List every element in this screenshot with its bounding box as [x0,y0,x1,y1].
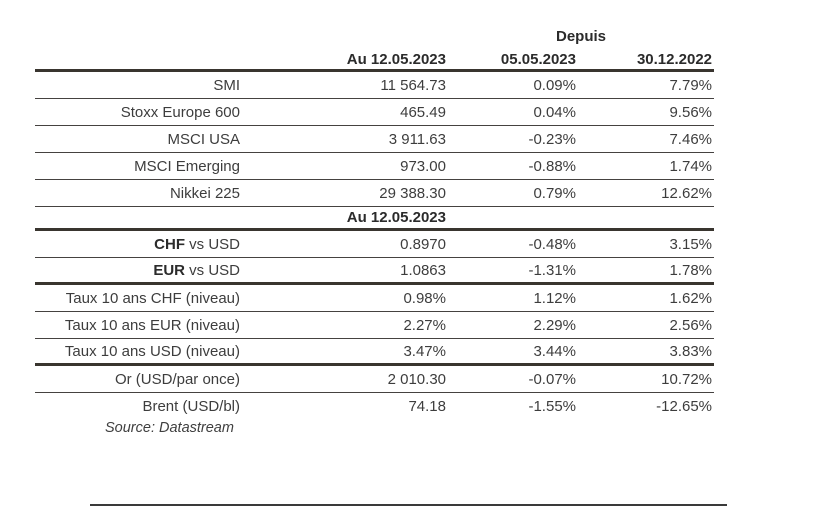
depuis-label: Depuis [556,28,607,45]
value-cell: 3.83% [578,338,715,366]
source-note: Source: Datastream [105,420,234,436]
row-label-cell: Taux 10 ans USD (niveau) [35,338,248,366]
empty-cell [248,24,448,49]
table-row-rates-0: Taux 10 ans CHF (niveau) 0.98% 1.12% 1.62% [35,283,715,312]
bottom-divider [90,504,727,506]
value-cell: -0.23% [448,125,578,153]
value-cell: 2.56% [578,311,715,339]
value-cell: -0.48% [448,229,578,258]
value-cell: 74.18 [408,397,446,415]
value-cell: 2 010.30 [248,364,448,393]
value-cell: 465.49 [248,98,448,126]
value-cell: -0.88% [448,152,578,180]
row-label-cell: Brent (USD/bl) [142,397,240,415]
value-cell: -1.31% [448,257,578,285]
row-label-cell: Stoxx Europe 600 [35,98,248,126]
value-cell: 1.78% [578,257,715,285]
value-cell: 0.98% [248,283,448,312]
row-label-cell: EUR vs USD [35,257,248,285]
value-cell: -1.55% [528,397,576,415]
depuis-header-row: Depuis [35,24,714,49]
subheader-label: Au 12.05.2023 [248,206,448,231]
value-cell: 1.0863 [248,257,448,285]
value-cell: 1.62% [578,283,715,312]
empty-cell [448,206,578,231]
value-cell: 7.46% [578,125,715,153]
row-label-cell: MSCI USA [35,125,248,153]
value-cell: 0.04% [448,98,578,126]
column-header-row: Au 12.05.2023 05.05.2023 30.12.2022 [35,49,715,72]
row-label-cell: SMI [35,70,248,99]
value-cell: 7.79% [578,70,715,99]
table-row-indices-3: MSCI Emerging 973.00 -0.88% 1.74% [35,152,715,180]
table-row-commodities-1: Brent (USD/bl) 74.18 -1.55% -12.65% [35,393,714,420]
section-subheader-row: Au 12.05.2023 [35,206,715,231]
column-header-current-date: Au 12.05.2023 [248,49,448,72]
value-cell: 10.72% [578,364,715,393]
empty-cell [578,206,715,231]
table-row-indices-0: SMI 11 564.73 0.09% 7.79% [35,70,715,99]
row-label-cell: Taux 10 ans EUR (niveau) [35,311,248,339]
value-cell: 3.15% [578,229,715,258]
row-label-cell: Nikkei 225 [35,179,248,207]
market-performance-table: Depuis Au 12.05.2023 05.05.2023 30.12.20… [35,24,715,420]
value-cell: -12.65% [656,397,713,415]
value-cell: 3.47% [248,338,448,366]
column-header-week-date: 05.05.2023 [448,49,578,72]
empty-cell [35,49,248,72]
row-label-cell: CHF vs USD [35,229,248,258]
row-label-cell: MSCI Emerging [35,152,248,180]
column-header-year-date: 30.12.2022 [578,49,715,72]
value-cell: 2.27% [248,311,448,339]
row-label-bold: CHF [154,235,185,253]
table-row-rates-1: Taux 10 ans EUR (niveau) 2.27% 2.29% 2.56% [35,311,715,339]
empty-cell [35,24,248,49]
table-row-currencies-1: EUR vs USD 1.0863 -1.31% 1.78% [35,257,715,285]
value-cell: 29 388.30 [248,179,448,207]
table-row-indices-4: Nikkei 225 29 388.30 0.79% 12.62% [35,179,715,207]
value-cell: 11 564.73 [248,70,448,99]
value-cell: 0.79% [448,179,578,207]
row-label: vs USD [184,235,240,253]
value-cell: 1.74% [578,152,715,180]
value-cell: 3 911.63 [248,125,448,153]
data-table: Depuis Au 12.05.2023 05.05.2023 30.12.20… [35,24,715,420]
table-row-indices-1: Stoxx Europe 600 465.49 0.04% 9.56% [35,98,715,126]
value-cell: 0.8970 [248,229,448,258]
value-cell: 973.00 [248,152,448,180]
row-label-cell: Taux 10 ans CHF (niveau) [35,283,248,312]
row-label-cell: Or (USD/par once) [35,364,248,393]
value-cell: 9.56% [578,98,715,126]
table-row-indices-2: MSCI USA 3 911.63 -0.23% 7.46% [35,125,715,153]
value-cell: 1.12% [448,283,578,312]
value-cell: 2.29% [448,311,578,339]
table-row-rates-2: Taux 10 ans USD (niveau) 3.47% 3.44% 3.83% [35,338,715,366]
row-label: vs USD [184,261,240,279]
table-row-currencies-0: CHF vs USD 0.8970 -0.48% 3.15% [35,229,715,258]
table-row-commodities-0: Or (USD/par once) 2 010.30 -0.07% 10.72% [35,364,715,393]
value-cell: 0.09% [448,70,578,99]
value-cell: 3.44% [448,338,578,366]
value-cell: -0.07% [448,364,578,393]
empty-cell [35,206,248,231]
row-label-bold: EUR [153,261,185,279]
value-cell: 12.62% [578,179,715,207]
